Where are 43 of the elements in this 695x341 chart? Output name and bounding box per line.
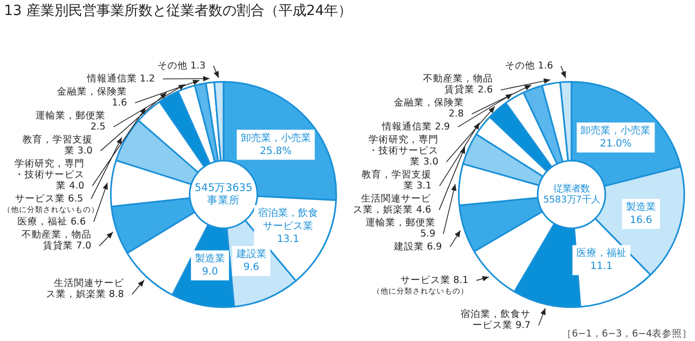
slice-label: 生活関連サービス業，娯楽業 4.6: [353, 192, 432, 216]
slice-label: 宿泊業，飲食サービス業 9.7: [460, 308, 531, 331]
slice-label: 情報通信業 2.9: [380, 120, 450, 132]
slice-label: 運輸業，郵便業: [36, 109, 106, 122]
slice-label: 宿泊業，飲食サービス業: [258, 207, 318, 232]
data-label: 2.8: [448, 108, 464, 120]
text: ［6−1，6−3，6−4表参照］: [562, 327, 692, 340]
slice-label: 卸売業，小売業: [240, 132, 311, 144]
data-label: 25.8%: [260, 146, 292, 157]
slice-label: 不動産業，物品賃貸業 7.0: [21, 228, 92, 252]
slice-label: その他 1.3: [157, 59, 206, 72]
slice-label: 製造業: [194, 252, 225, 264]
text: 545万3635 事業所: [194, 182, 252, 206]
slice-label: 製造業: [626, 200, 656, 213]
slice-label: 情報通信業 1.2: [86, 72, 155, 84]
slice-label: 学術研究，専門・技術サービス業 4.0: [14, 157, 84, 192]
slice-label: 学術研究，専門・技術サービス業 3.0: [368, 133, 438, 168]
data-label: 21.0%: [600, 138, 632, 150]
text: 従業者数 5583万7千人: [543, 184, 600, 206]
slice-label: その他 1.6: [504, 59, 554, 72]
data-label: 13.1: [276, 234, 300, 246]
chart-title: 13 産業別民営事業所数と従業者数の割合（平成24年）: [4, 2, 352, 20]
data-label: 9.0: [202, 266, 218, 278]
slice-label: 不動産業，物品賃貸業 2.6: [422, 72, 493, 96]
data-label: 5.9: [420, 228, 436, 240]
slice-label: 生活関連サービス業，娯楽業 8.8: [46, 276, 125, 300]
data-label: 1.6: [112, 97, 128, 108]
slice-label: 卸売業，小売業: [580, 124, 651, 137]
slice-label: 教育，学習支援業 3.1: [362, 168, 432, 192]
data-label: 11.1: [590, 261, 613, 272]
data-label: 2.5: [90, 121, 106, 132]
slice-label: サービス業 8.1: [400, 274, 468, 286]
data-label: 16.6: [630, 214, 652, 226]
slice-label: 建設業: [235, 248, 266, 260]
slice-label: 教育，学習支援業 3.0: [22, 133, 93, 156]
data-label: 9.6: [243, 262, 260, 274]
slice-label: 医療，福祉 6.6: [18, 215, 86, 228]
slice-label: 建設業 6.9: [392, 240, 442, 252]
slice-label: 金融業，保険業: [57, 85, 128, 98]
slice-label: 医療，福祉: [576, 247, 626, 260]
slice-label: 運輸業，郵便業: [365, 216, 436, 228]
category-label: サービス業 6.5: [15, 193, 84, 204]
slice-label: 金融業，保険業: [394, 96, 464, 108]
